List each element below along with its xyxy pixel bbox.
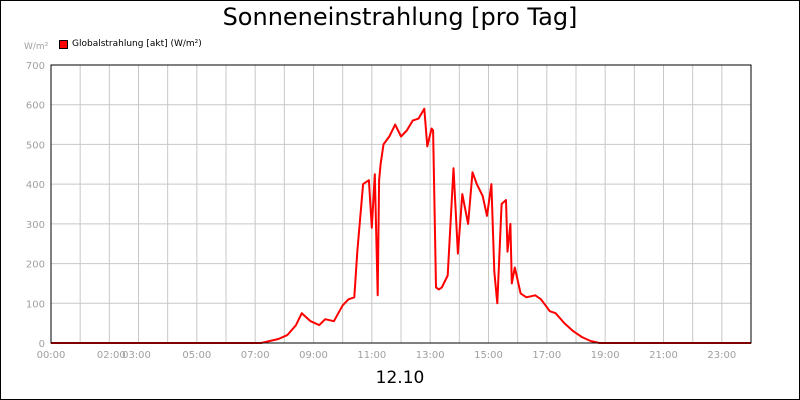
y-tick-label: 300 [26,220,45,231]
x-tick-label: 21:00 [649,350,678,361]
x-tick-label: 19:00 [591,350,620,361]
x-tick-label: 15:00 [474,350,503,361]
x-tick-label: 17:00 [532,350,561,361]
x-tick-label: 05:00 [182,350,211,361]
legend-swatch [59,39,68,49]
plot-border [50,64,752,344]
series-line-globalstrahlung [51,107,751,344]
x-tick-label: 00:00 [37,350,66,361]
y-tick-label: 600 [26,101,45,112]
x-tick-label: 23:00 [707,350,736,361]
y-tick-label: 400 [26,180,45,191]
x-tick-label: 13:00 [416,350,445,361]
chart-title: Sonneneinstrahlung [pro Tag] [222,3,578,31]
x-tick-label: 03:00 [122,350,151,361]
x-tick-label: 07:00 [241,350,270,361]
y-tick-label: 500 [26,140,45,151]
date-label: 12.10 [375,368,425,388]
x-tick-label: 11:00 [357,350,386,361]
x-tick-label: 09:00 [299,350,328,361]
y-tick-label: 200 [26,260,45,271]
legend-label: Globalstrahlung [akt] (W/m²) [72,39,202,49]
legend: Globalstrahlung [akt] (W/m²) [59,39,202,49]
y-tick-label: 0 [39,339,45,350]
y-tick-label: 700 [26,61,45,72]
y-axis-unit-label: W/m² [24,42,49,52]
y-tick-label: 100 [26,299,45,310]
x-tick-label: 02:00 [97,350,126,361]
